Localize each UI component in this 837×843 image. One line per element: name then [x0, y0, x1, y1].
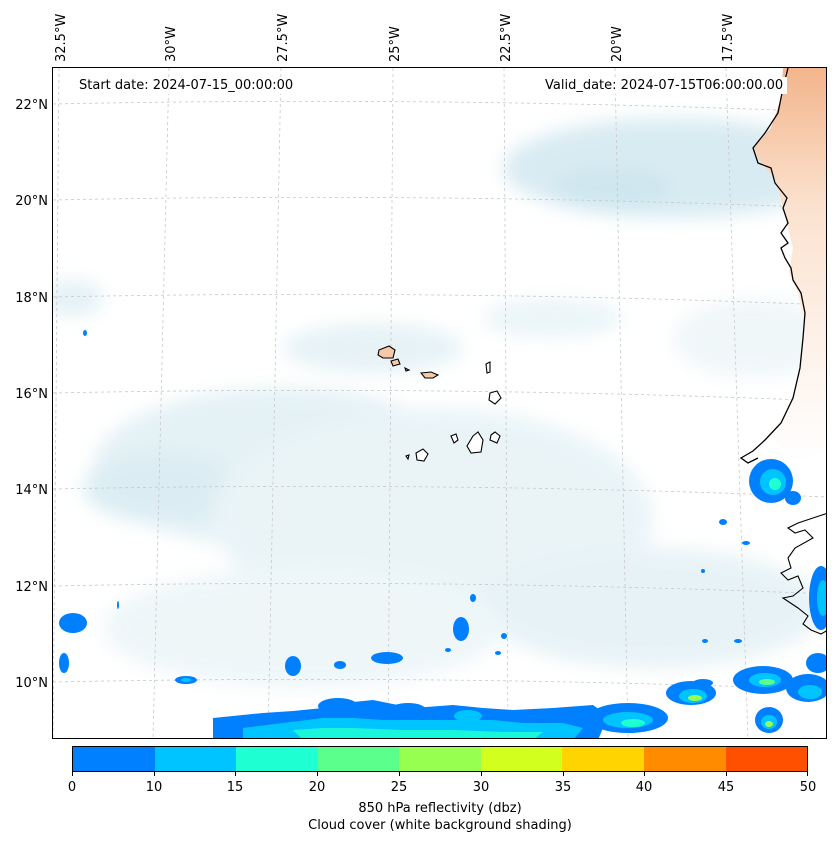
lon-label-25w: 25°W [388, 26, 403, 62]
lat-label-22n: 22°N [15, 98, 48, 113]
colorbar-tick-label: 45 [717, 780, 735, 795]
cape-verde-east-islands [405, 361, 502, 462]
colorbar-segment [480, 747, 563, 771]
colorbar-segment [236, 747, 318, 771]
colorbar-tick [644, 772, 645, 776]
lon-label-32-5w: 32.5°W [54, 13, 69, 62]
colorbar-tick [317, 772, 318, 776]
colorbar-segment [154, 747, 237, 771]
colorbar-segment [725, 747, 808, 771]
colorbar-tick [154, 772, 155, 776]
colorbar-segment [73, 747, 155, 771]
lat-label-10n: 10°N [15, 676, 48, 691]
colorbar-segment [562, 747, 644, 771]
map-canvas [53, 68, 826, 738]
lat-label-14n: 14°N [15, 483, 48, 498]
africa-coastline-south [780, 513, 826, 635]
colorbar-tick [399, 772, 400, 776]
lat-label-16n: 16°N [15, 387, 48, 402]
colorbar-tick [72, 772, 73, 776]
map-panel [52, 67, 827, 739]
reflectivity-colorbar [72, 746, 808, 772]
gridlines [53, 68, 826, 738]
reflectivity-cells [59, 330, 826, 738]
colorbar-tick [726, 772, 727, 776]
colorbar-label: 850 hPa reflectivity (dbz) [358, 801, 522, 816]
lat-label-18n: 18°N [15, 291, 48, 306]
lon-label-17-5w: 17.5°W [721, 13, 736, 62]
colorbar-tick [235, 772, 236, 776]
africa-coastline [739, 68, 806, 464]
colorbar-tick-label: 40 [635, 780, 653, 795]
lat-label-20n: 20°N [15, 194, 48, 209]
lon-label-20w: 20°W [610, 26, 625, 62]
colorbar-tick-label: 0 [67, 780, 77, 795]
lon-label-27-5w: 27.5°W [276, 13, 291, 62]
start-date-label: Start date: 2024-07-15_00:00:00 [75, 77, 298, 94]
colorbar-tick-label: 30 [472, 780, 490, 795]
lon-label-30w: 30°W [164, 26, 179, 62]
colorbar-segment [399, 747, 481, 771]
colorbar-tick-label: 20 [308, 780, 326, 795]
colorbar-segment [317, 747, 400, 771]
colorbar-tick [481, 772, 482, 776]
lat-label-12n: 12°N [15, 580, 48, 595]
colorbar-segment [643, 747, 726, 771]
colorbar-tick [807, 772, 808, 776]
colorbar-tick-label: 35 [554, 780, 572, 795]
colorbar-tick-label: 50 [799, 780, 817, 795]
valid-date-label: Valid_date: 2024-07-15T06:00:00.00 [541, 77, 788, 94]
colorbar-tick [563, 772, 564, 776]
colorbar-tick-label: 10 [145, 780, 163, 795]
colorbar-tick-label: 15 [226, 780, 244, 795]
colorbar-sublabel: Cloud cover (white background shading) [308, 818, 572, 833]
cloud-cover-shading [53, 118, 826, 688]
cape-verde-islands [377, 345, 440, 379]
colorbar-tick-label: 25 [390, 780, 408, 795]
africa-land [741, 68, 826, 463]
lon-label-22-5w: 22.5°W [499, 13, 514, 62]
